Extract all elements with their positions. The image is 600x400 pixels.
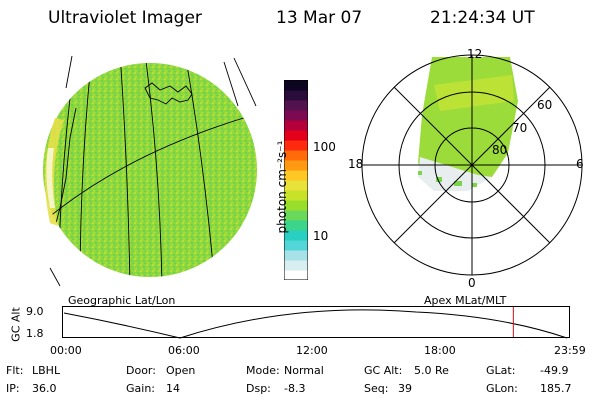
colorbar-cell xyxy=(284,240,308,251)
colorbar-cell xyxy=(284,180,308,191)
dsp-value: -8.3 xyxy=(284,382,306,395)
gc-alt-axis-label: GC Alt xyxy=(9,307,23,342)
colorbar-cell xyxy=(284,100,308,111)
colorbar-unit-label: photon cm⁻²s⁻¹ xyxy=(275,140,289,234)
mlat-label-60: 60 xyxy=(537,98,553,112)
colorbar-cell xyxy=(284,80,308,91)
gc-alt-tick-1-8: 1.8 xyxy=(26,327,44,340)
mlt-label-6: 6 xyxy=(576,157,584,171)
colorbar-cell xyxy=(284,130,308,141)
ip-value: 36.0 xyxy=(32,382,57,395)
time-tick-2: 12:00 xyxy=(296,344,328,357)
glon-label: GLon: xyxy=(486,382,518,395)
colorbar-cell xyxy=(284,150,308,161)
glat-value: -49.9 xyxy=(540,364,569,377)
colorbar-tick-100: 100 xyxy=(313,140,336,154)
polar-caption: Apex MLat/MLT xyxy=(424,294,507,307)
door-value: Open xyxy=(166,364,196,377)
glon-value: 185.7 xyxy=(540,382,572,395)
colorbar-cell xyxy=(284,110,308,121)
colorbar-cell xyxy=(284,220,308,231)
altitude-track xyxy=(62,306,570,339)
mode-value: Normal xyxy=(284,364,324,377)
colorbar-cell xyxy=(284,90,308,101)
polar-panel xyxy=(361,54,583,276)
flt-label: Flt: xyxy=(6,364,24,377)
mlat-label-80: 80 xyxy=(492,143,508,157)
time-tick-4: 23:59 xyxy=(554,344,586,357)
mlt-label-0: 0 xyxy=(468,276,476,290)
colorbar-cell xyxy=(284,250,308,261)
mlt-label-12: 12 xyxy=(467,47,483,61)
colorbar-cell xyxy=(284,160,308,171)
colorbar xyxy=(284,80,308,280)
gain-value: 14 xyxy=(166,382,180,395)
glat-label: GLat: xyxy=(486,364,516,377)
colorbar-cell xyxy=(284,210,308,221)
colorbar-cell xyxy=(284,170,308,181)
door-label: Door: xyxy=(126,364,156,377)
colorbar-cell xyxy=(284,200,308,211)
geographic-image xyxy=(43,55,257,287)
colorbar-cell xyxy=(284,140,308,151)
seq-value: 39 xyxy=(398,382,412,395)
time-label: 21:24:34 UT xyxy=(430,8,535,28)
mlat-label-70: 70 xyxy=(512,121,528,135)
colorbar-cell xyxy=(284,260,308,271)
time-tick-3: 18:00 xyxy=(424,344,456,357)
gain-label: Gain: xyxy=(126,382,155,395)
time-tick-1: 06:00 xyxy=(168,344,200,357)
earth-disk xyxy=(43,63,257,277)
colorbar-cell xyxy=(284,230,308,241)
mlt-label-18: 18 xyxy=(348,157,364,171)
gc-alt-label: GC Alt: xyxy=(364,364,403,377)
flt-value: LBHL xyxy=(32,364,61,377)
colorbar-cell xyxy=(284,190,308,201)
mode-label: Mode: xyxy=(246,364,280,377)
colorbar-cell xyxy=(284,270,308,280)
geo-caption: Geographic Lat/Lon xyxy=(68,294,176,307)
seq-label: Seq: xyxy=(364,382,389,395)
date-label: 13 Mar 07 xyxy=(276,8,363,28)
ip-label: IP: xyxy=(6,382,20,395)
time-tick-0: 00:00 xyxy=(50,344,82,357)
instrument-title: Ultraviolet Imager xyxy=(48,8,202,28)
gc-alt-value: 5.0 Re xyxy=(414,364,449,377)
gc-alt-tick-9: 9.0 xyxy=(26,305,44,318)
colorbar-tick-10: 10 xyxy=(313,229,329,243)
colorbar-cell xyxy=(284,120,308,131)
dsp-label: Dsp: xyxy=(246,382,271,395)
